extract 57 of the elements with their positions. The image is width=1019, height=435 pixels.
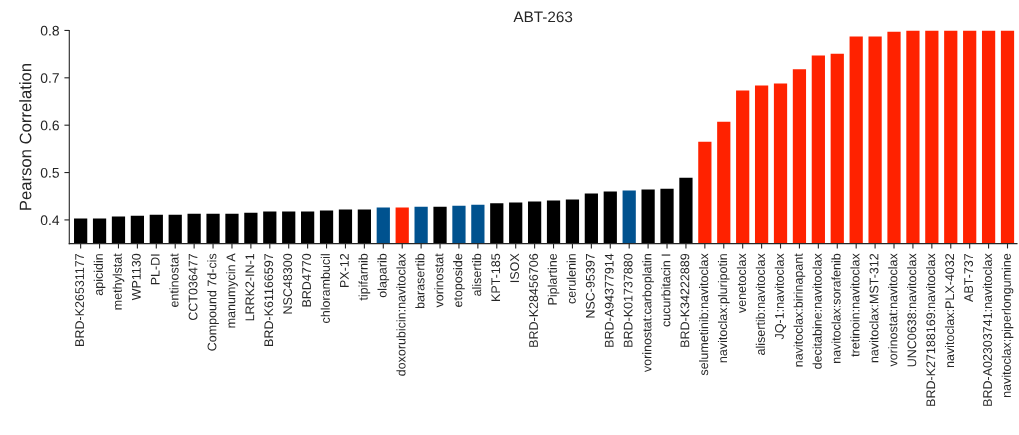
x-tick-label: alisertib	[472, 253, 482, 296]
y-tick-label: 0.5	[40, 167, 59, 178]
x-tick-label: decitabine:navitoclax	[812, 253, 822, 369]
x-tick-label: tretinoin:navitoclax	[850, 253, 860, 357]
x-tick-label: BRD-K01737880	[623, 253, 633, 347]
x-tick-label: cucurbitacin I	[661, 254, 671, 327]
x-tick-label: navitoclax:MST-312	[869, 253, 879, 363]
x-tick-label: entinostat	[169, 253, 179, 307]
x-tick-label: doxorubicin:navitoclax	[396, 253, 406, 376]
x-tick-label: PL-DI	[150, 254, 160, 285]
x-tick-label: alisertib:navitoclax	[755, 253, 765, 355]
x-tick-label: cerulenin	[566, 254, 576, 304]
y-tick-label: 0.7	[40, 73, 59, 83]
x-tick-label: olaparib	[377, 253, 390, 298]
x-tick-label: vorinostat:navitoclax	[888, 253, 898, 367]
x-tick-label: ABT-737	[964, 253, 974, 302]
chart-title: ABT-263	[513, 11, 573, 23]
x-tick-label: BRD-A94377914	[604, 253, 614, 347]
x-tick-label: NSC-95397	[585, 253, 595, 318]
x-tick-label: navitoclax:PLX-4032	[944, 253, 955, 368]
x-tick-label: navitoclax:piperlongumine	[1001, 253, 1014, 398]
y-tick-label: 0.4	[40, 215, 60, 226]
x-tick-label: UNC0638:navitoclax	[907, 253, 917, 367]
x-tick-label: tipifarnib	[358, 253, 371, 301]
x-tick-label: manumycin A	[226, 253, 238, 328]
x-tick-label: Piplartine	[547, 253, 560, 305]
x-tick-label: navitoclax:birinapant	[793, 253, 806, 367]
x-tick-label: selumetinib:navitoclax	[699, 253, 709, 376]
x-tick-label: BRD-K27188169:navitoclax	[926, 253, 936, 406]
x-tick-label: JQ-1:navitoclax	[774, 253, 787, 340]
x-tick-label: vorinostat	[434, 253, 444, 308]
x-tick-label: BRD-K61166597	[264, 253, 274, 346]
x-tick-label: BRD4770	[302, 253, 311, 307]
y-tick-label: 0.6	[40, 120, 59, 131]
x-tick-label: apicidin	[93, 254, 106, 296]
x-tick-label: Compound 7d-cis	[207, 253, 219, 351]
x-tick-label: methylstat	[112, 253, 125, 310]
x-tick-label: BRD-K26531177	[75, 253, 84, 346]
x-tick-label: PX-12	[339, 253, 349, 288]
x-tick-label: BRD-A02303741:navitoclax	[982, 253, 992, 406]
x-tick-label: LRRK2-IN-1	[245, 253, 255, 321]
x-tick-label: etoposide	[453, 253, 465, 307]
x-tick-label: ISOX	[510, 253, 520, 283]
x-tick-label: chlorambucil	[320, 254, 330, 323]
x-tick-label: navitoclax:pluripotin	[717, 254, 730, 363]
x-tick-label: BRD-K34222889	[680, 253, 690, 347]
x-tick-label: barasertib	[415, 253, 425, 309]
x-tick-label: navitoclax:sorafenib	[831, 253, 841, 363]
y-axis-title: Pearson Correlation	[19, 63, 32, 210]
x-tick-label: BRD-K28456706	[529, 253, 538, 347]
x-tick-label: vorinostat:carboplatin	[642, 254, 654, 373]
x-tick-label: venetoclax	[736, 253, 747, 314]
x-tick-label: KPT-185	[491, 253, 501, 301]
x-tick-label: CCT036477	[188, 253, 198, 321]
x-tick-label: WP1130	[131, 253, 141, 301]
x-tick-label: NSC48300	[283, 253, 293, 314]
y-tick-label: 0.8	[40, 25, 59, 36]
